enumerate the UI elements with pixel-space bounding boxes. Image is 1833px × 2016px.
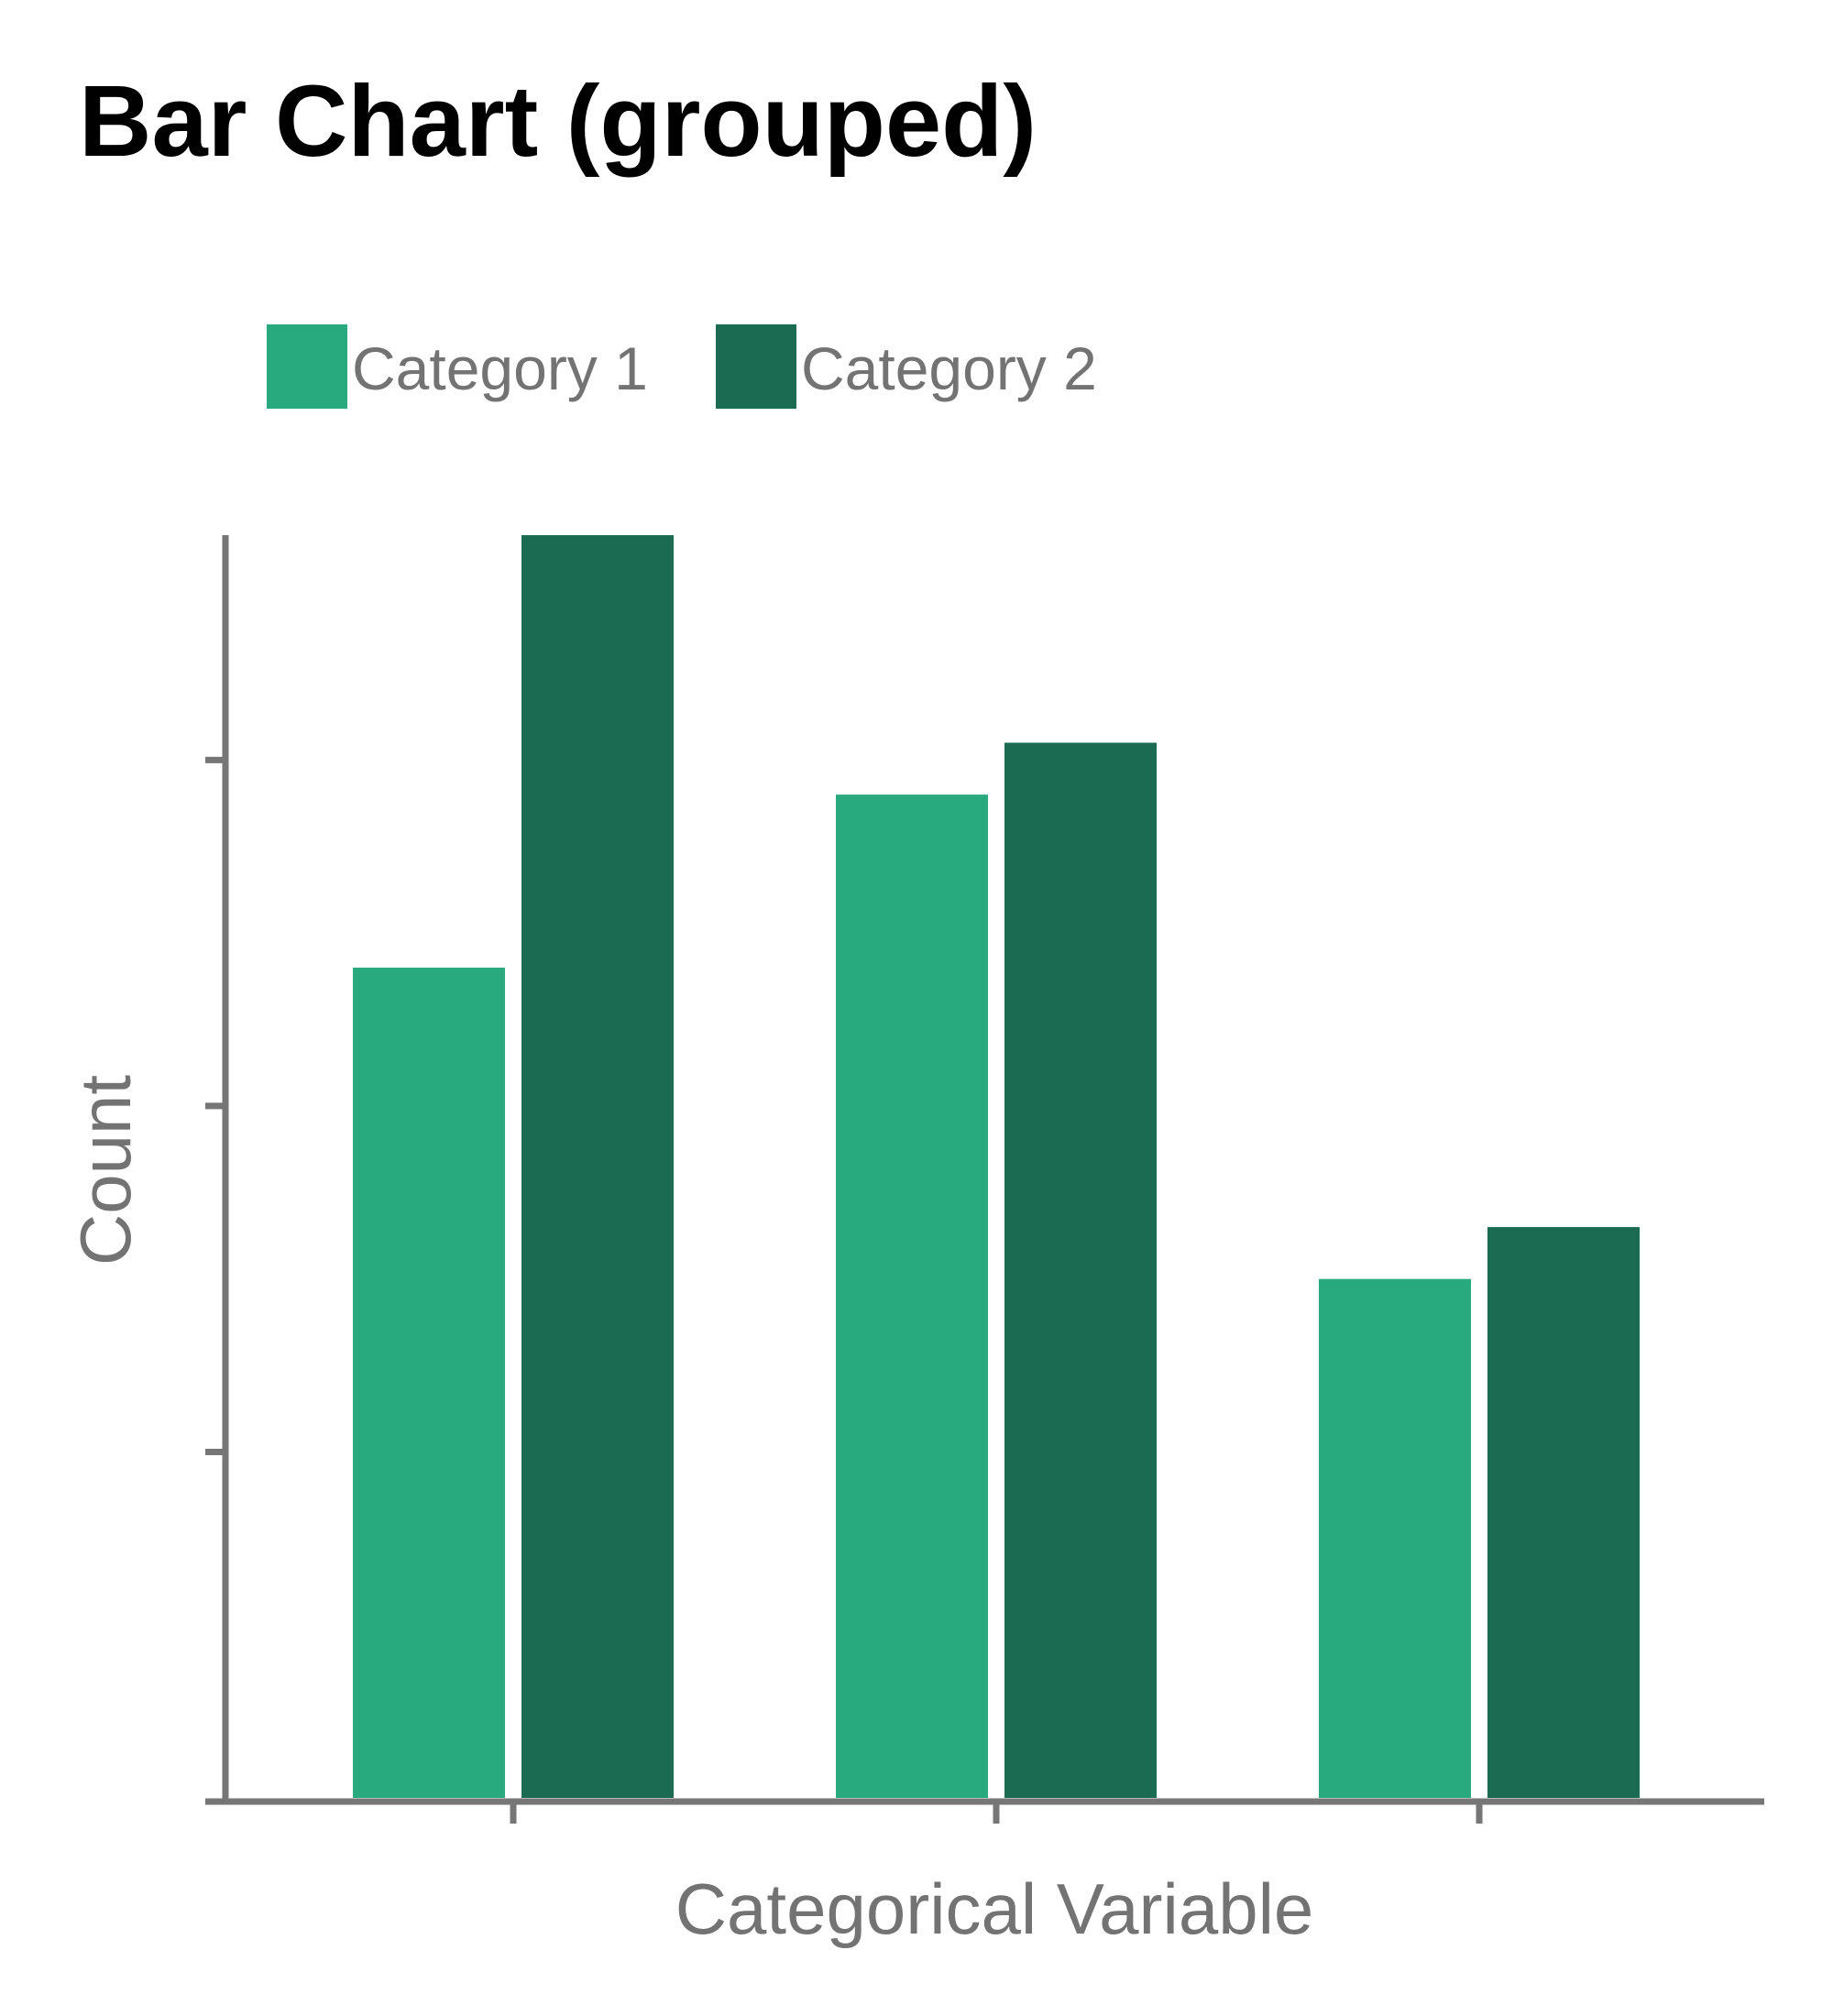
- axes: [205, 535, 1764, 1824]
- bar-series-1-group-3: [1319, 1278, 1471, 1798]
- legend-label-category-2: Category 2: [801, 334, 1097, 402]
- x-ticks: [510, 1802, 1483, 1824]
- legend: Category 1 Category 2: [267, 324, 1097, 409]
- bars-group: [353, 535, 1640, 1799]
- x-axis-label: Categorical Variable: [675, 1868, 1314, 1949]
- legend-swatch-category-1: [267, 324, 347, 409]
- chart-title: Bar Chart (grouped): [79, 65, 1037, 178]
- y-ticks: [205, 756, 225, 1805]
- bar-series-2-group-2: [1004, 742, 1157, 1799]
- bar-series-2-group-1: [521, 535, 674, 1798]
- legend-label-category-1: Category 1: [352, 334, 648, 402]
- bar-series-1-group-1: [353, 967, 505, 1798]
- legend-swatch-category-2: [716, 324, 796, 409]
- bar-series-2-group-3: [1487, 1227, 1640, 1798]
- bar-series-1-group-2: [836, 794, 988, 1799]
- y-axis-label: Count: [65, 1075, 146, 1265]
